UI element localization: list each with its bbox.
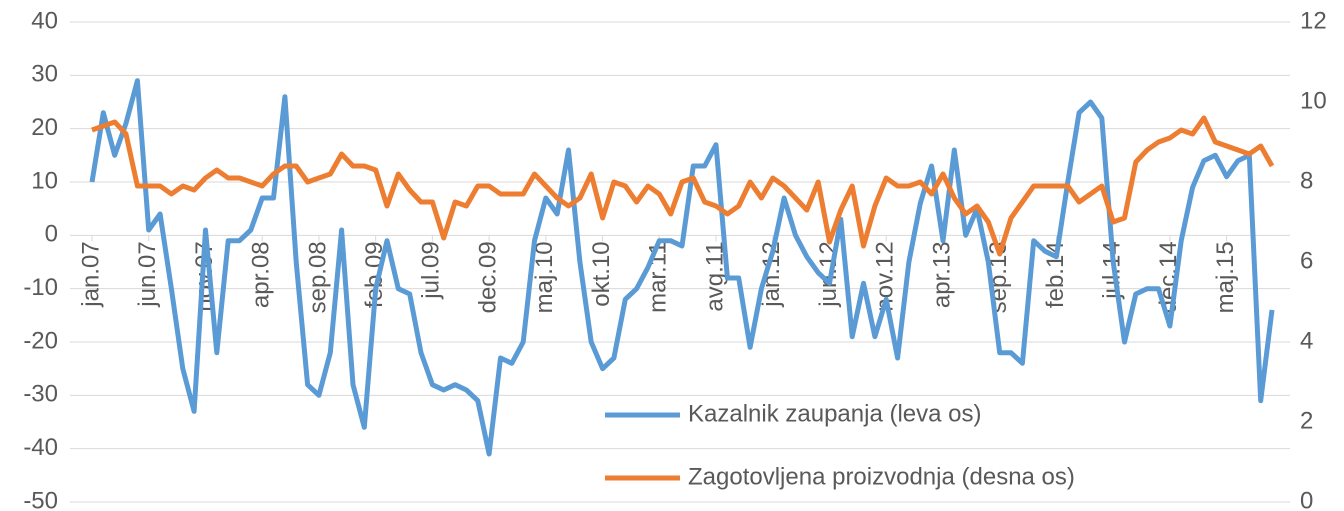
x-tick-label: sep.08 xyxy=(304,241,331,313)
y2-tick-label: 12 xyxy=(1300,7,1327,34)
x-tick-label: maj.10 xyxy=(531,241,558,313)
x-tick-label: jan.07 xyxy=(77,241,104,307)
y-tick-label: -20 xyxy=(23,327,58,354)
y-tick-label: 40 xyxy=(31,7,58,34)
y2-tick-label: 4 xyxy=(1300,327,1313,354)
x-tick-label: okt.10 xyxy=(588,241,615,306)
y-tick-label: 0 xyxy=(45,221,58,248)
y-tick-label: -50 xyxy=(23,487,58,511)
legend-label: Kazalnik zaupanja (leva os) xyxy=(688,400,982,427)
legend-label: Zagotovljena proizvodnja (desna os) xyxy=(688,463,1075,490)
y2-tick-label: 0 xyxy=(1300,487,1313,511)
y-tick-label: 10 xyxy=(31,167,58,194)
x-tick-label: jul.09 xyxy=(418,241,445,299)
y-tick-label: -10 xyxy=(23,274,58,301)
x-tick-label: mar.11 xyxy=(645,241,672,313)
x-tick-label: jun.07 xyxy=(134,241,161,307)
x-tick-label: dec.09 xyxy=(474,241,501,313)
y-tick-label: 20 xyxy=(31,114,58,141)
y2-tick-label: 10 xyxy=(1300,87,1327,114)
series-line xyxy=(91,115,1275,257)
x-tick-label: apr.08 xyxy=(248,241,275,308)
x-tick-label: apr.13 xyxy=(928,241,955,308)
y-tick-label: 30 xyxy=(31,61,58,88)
y2-tick-label: 6 xyxy=(1300,247,1313,274)
series-line xyxy=(89,78,1275,457)
y2-tick-label: 8 xyxy=(1300,167,1313,194)
y2-tick-label: 2 xyxy=(1300,407,1313,434)
x-tick-label: maj.15 xyxy=(1212,241,1239,313)
y-tick-label: -40 xyxy=(23,434,58,461)
y-tick-label: -30 xyxy=(23,381,58,408)
